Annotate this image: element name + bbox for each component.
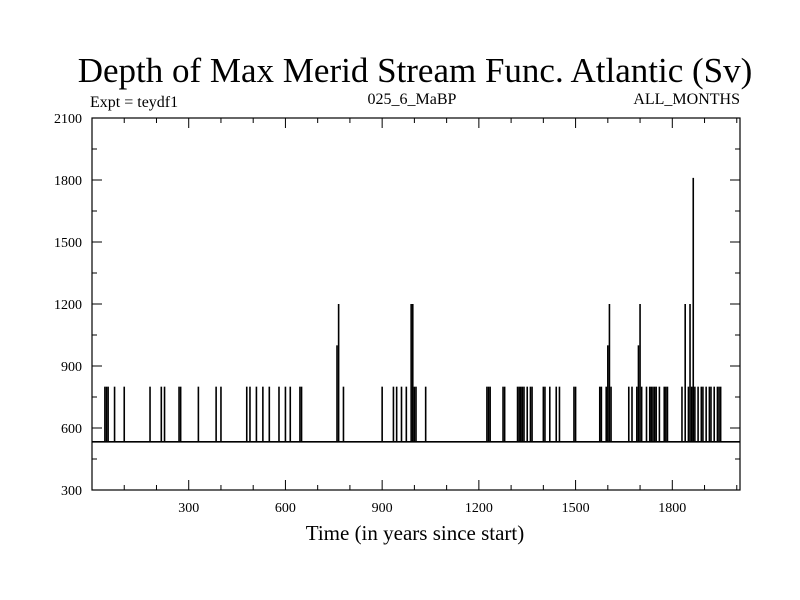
subtitle-expt: Expt = teydf1: [90, 94, 178, 111]
axes: 300 600 900 1200 1500 1800 2100 300 600 900 1200 15…: [54, 112, 741, 516]
y-tick-label-6: 2100: [54, 112, 82, 127]
x-tick-label-4: 1500: [562, 501, 590, 516]
x-tick-label-1: 600: [275, 501, 296, 516]
x-tick-label-3: 1200: [465, 501, 493, 516]
y-tick-label-1: 600: [61, 422, 82, 437]
y-tick-label-3: 1200: [54, 298, 82, 313]
y-tick-label-0: 300: [61, 484, 82, 499]
y-tick-label-5: 1800: [54, 174, 82, 189]
y-tick-label-4: 1500: [54, 236, 82, 251]
x-axis-label: Time (in years since start): [306, 521, 525, 545]
x-tick-label-2: 900: [372, 501, 393, 516]
subtitle-months: ALL_MONTHS: [633, 91, 740, 108]
y-tick-label-2: 900: [61, 360, 82, 375]
plot-area: [92, 177, 740, 443]
x-tick-label-5: 1800: [658, 501, 686, 516]
subtitle-run: 025_6_MaBP: [368, 91, 457, 108]
chart-title: Depth of Max Merid Stream Func. Atlantic…: [78, 51, 753, 90]
x-tick-label-0: 300: [178, 501, 199, 516]
